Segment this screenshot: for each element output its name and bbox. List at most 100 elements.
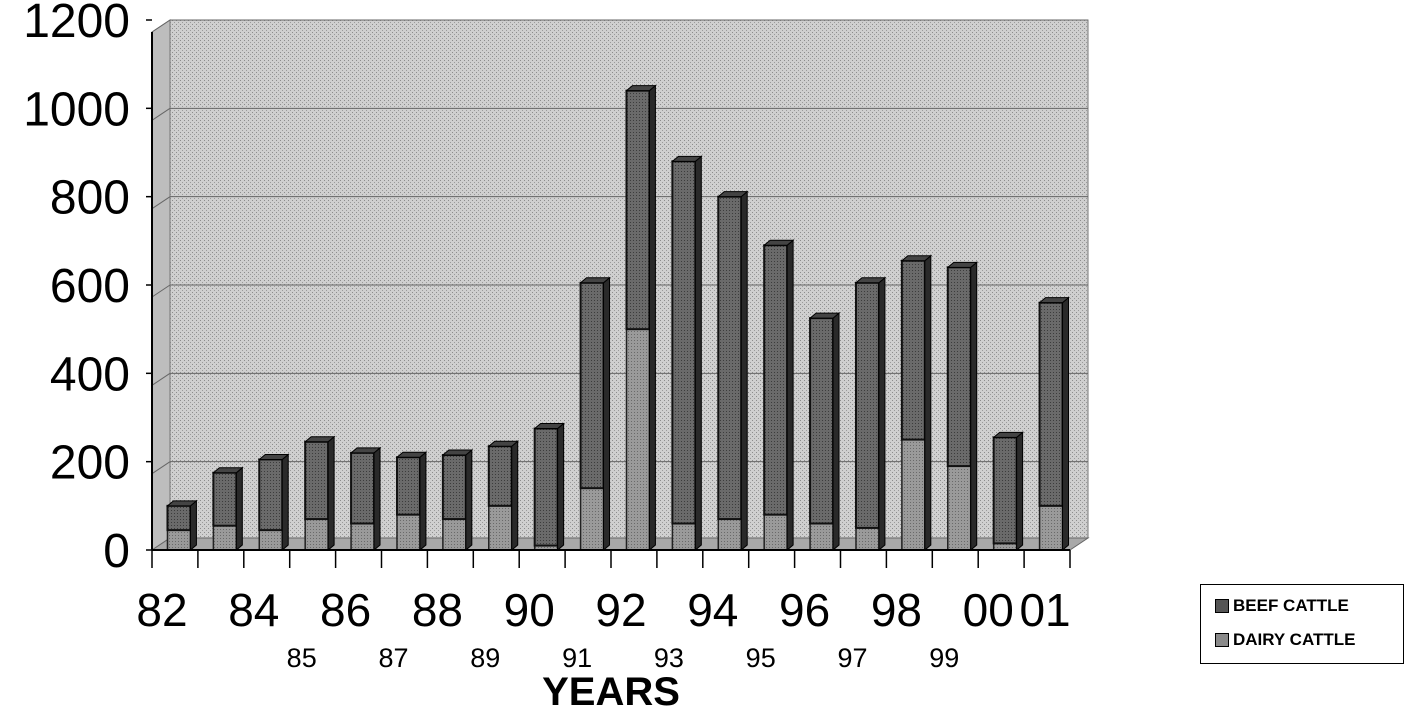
bar-beef xyxy=(763,244,789,516)
bar-side xyxy=(511,440,519,552)
bar-beef xyxy=(579,281,605,490)
bar-dairy xyxy=(166,529,192,551)
bar-beef xyxy=(350,451,376,525)
gridline-side xyxy=(151,284,171,298)
bar-side xyxy=(373,446,381,552)
bar-beef xyxy=(992,436,1018,545)
x-tick-label-minor: 95 xyxy=(746,643,776,673)
x-tick-label: 82 xyxy=(136,584,187,636)
bar-side xyxy=(878,276,886,552)
bar-top xyxy=(579,277,611,284)
bar-side xyxy=(970,261,978,552)
bar-dairy xyxy=(1038,505,1064,551)
bar-dairy xyxy=(947,465,972,551)
bar-beef xyxy=(166,504,192,532)
bars-group xyxy=(166,84,1070,552)
bar-top xyxy=(349,447,382,454)
bar-beef xyxy=(304,440,330,521)
x-tick-label: 88 xyxy=(412,584,463,636)
bar-side xyxy=(924,254,932,552)
bar-dairy xyxy=(579,487,605,551)
bar-side xyxy=(740,190,748,552)
bar-top xyxy=(762,239,795,246)
bar-top xyxy=(257,453,290,460)
gridline-side xyxy=(151,461,171,475)
bar-side xyxy=(465,448,473,552)
bar-dairy xyxy=(809,522,834,551)
bar-side xyxy=(832,312,840,552)
x-tick-label-minor: 91 xyxy=(562,643,592,673)
y-tick-label: 1000 xyxy=(23,83,130,136)
bar-dairy xyxy=(350,522,375,551)
bar-top xyxy=(487,440,520,447)
gridline-side xyxy=(151,19,171,33)
bar-beef xyxy=(1038,301,1064,507)
bar-dairy xyxy=(212,524,238,551)
bar-beef xyxy=(625,89,651,331)
bar-beef xyxy=(809,317,835,525)
legend-item-beef: BEEF CATTLE xyxy=(1215,595,1349,617)
bar-side xyxy=(648,84,656,552)
legend-item-dairy: DAIRY CATTLE xyxy=(1215,629,1355,651)
bar-beef xyxy=(212,471,238,527)
y-tick-label: 600 xyxy=(50,260,130,313)
x-tick-label: 98 xyxy=(871,584,922,636)
bar-dairy xyxy=(717,518,742,551)
legend-label-beef: BEEF CATTLE xyxy=(1233,596,1349,615)
bar-beef xyxy=(900,259,926,441)
bar-side xyxy=(235,466,243,552)
bar-top xyxy=(533,423,566,430)
bar-side xyxy=(694,155,702,552)
bar-side xyxy=(327,435,335,552)
gridline-side xyxy=(151,107,171,121)
dairy-swatch-icon xyxy=(1215,633,1229,647)
x-tick-label: 01 xyxy=(1019,584,1070,636)
x-tick-labels: 82 84 86 88 90 92 94 96 98 00 01 85 87 89 91 93 95 97 99 xyxy=(136,584,1070,673)
x-tick-label: 00 xyxy=(963,584,1014,636)
bar-side xyxy=(603,276,611,552)
y-tick-label: 0 xyxy=(103,525,130,578)
bar-beef xyxy=(854,281,880,529)
x-tick-label: 92 xyxy=(595,584,646,636)
bar-side xyxy=(1062,296,1070,552)
x-tick-label-minor: 85 xyxy=(287,643,317,673)
bar-beef xyxy=(671,160,697,525)
bar-side xyxy=(1016,431,1024,552)
bar-top xyxy=(211,467,244,474)
bar-dairy xyxy=(671,522,697,551)
bar-dairy xyxy=(396,513,421,551)
bar-side xyxy=(419,451,427,552)
bar-side xyxy=(557,422,565,552)
bar-top xyxy=(441,449,474,456)
bar-top xyxy=(946,261,979,268)
bar-beef xyxy=(717,195,743,521)
bar-top xyxy=(808,312,841,319)
x-tick-label-minor: 87 xyxy=(378,643,408,673)
axes xyxy=(146,19,1071,568)
legend-label-dairy: DAIRY CATTLE xyxy=(1233,630,1356,649)
bar-dairy xyxy=(258,529,283,551)
y-tick-label: 800 xyxy=(50,172,130,225)
bar-beef xyxy=(258,458,284,532)
bar-top xyxy=(625,85,657,92)
gridline-side xyxy=(151,196,171,210)
bar-beef xyxy=(533,427,559,547)
bar-side xyxy=(281,453,289,552)
bar-top xyxy=(395,451,428,458)
bar-dairy xyxy=(488,505,513,551)
x-tick-label-minor: 93 xyxy=(654,643,684,673)
bar-top xyxy=(900,255,933,262)
bar-dairy xyxy=(855,527,880,551)
gridline-side xyxy=(151,372,171,386)
bar-beef xyxy=(946,266,972,468)
bar-side xyxy=(189,499,197,552)
bar-beef xyxy=(395,456,421,516)
y-tick-labels: 0 200 400 600 800 1000 1200 xyxy=(23,0,130,578)
side-wall xyxy=(151,19,171,551)
beef-swatch-icon xyxy=(1215,599,1229,613)
x-tick-label: 86 xyxy=(320,584,371,636)
bar-top xyxy=(1038,297,1070,304)
bar-top xyxy=(166,500,198,507)
x-tick-label-minor: 99 xyxy=(929,643,959,673)
